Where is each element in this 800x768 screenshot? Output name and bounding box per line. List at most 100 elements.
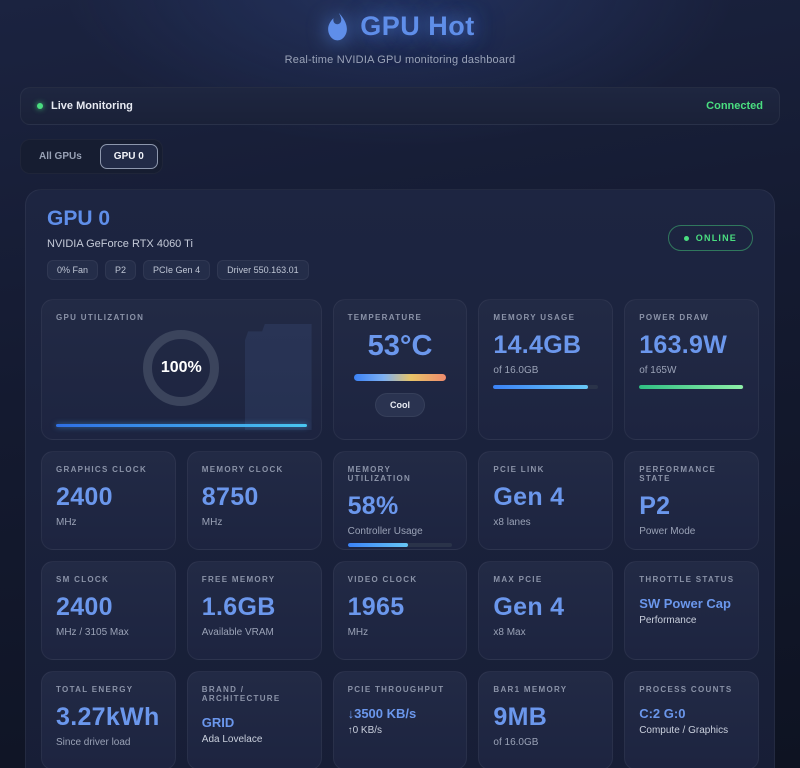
utilization-value: 100% <box>160 359 202 376</box>
driver-badge: Driver 550.163.01 <box>217 260 309 280</box>
sm-clock-value: 2400 <box>56 593 113 621</box>
tab-all-gpus[interactable]: All GPUs <box>25 144 96 169</box>
pcie-throughput-label: PCIE THROUGHPUT <box>347 685 445 694</box>
performance-state-card: PERFORMANCE STATE P2 Power Mode <box>624 451 759 550</box>
performance-state-sub: Power Mode <box>639 526 696 537</box>
free-memory-label: FREE MEMORY <box>201 575 276 584</box>
video-clock-label: VIDEO CLOCK <box>347 575 418 584</box>
metrics-grid: GPU UTILIZATION 100% TEMPERATURE 53°C Co… <box>41 299 759 768</box>
memory-usage-track <box>493 385 599 389</box>
sm-clock-card: SM CLOCK 2400 MHz / 3105 Max <box>41 561 176 660</box>
temperature-status-pill: Cool <box>374 393 425 417</box>
pstate-badge: P2 <box>105 260 137 280</box>
gpu-card-title: GPU 0 <box>47 207 111 230</box>
live-monitoring-label: Live Monitoring <box>51 100 133 112</box>
gpu-utilization-label: GPU UTILIZATION <box>56 313 145 322</box>
total-energy-label: TOTAL ENERGY <box>56 685 134 694</box>
memory-clock-value: 8750 <box>201 483 259 511</box>
throttle-status-value: SW Power Cap <box>639 596 731 611</box>
total-energy-value: 3.27kWh <box>56 703 160 731</box>
max-pcie-sub: x8 Max <box>493 627 526 638</box>
bar1-memory-card: BAR1 MEMORY 9MB of 16.0GB <box>478 671 614 768</box>
bar1-memory-label: BAR1 MEMORY <box>493 685 568 694</box>
total-energy-card: TOTAL ENERGY 3.27kWh Since driver load <box>41 671 176 768</box>
process-counts-sub: Compute / Graphics <box>639 725 729 736</box>
power-draw-value: 163.9W <box>639 331 728 359</box>
utilization-sparkline <box>244 324 312 430</box>
bar1-memory-value: 9MB <box>493 703 548 731</box>
page-subtitle: Real-time NVIDIA GPU monitoring dashboar… <box>284 54 516 66</box>
pcie-throughput-card: PCIE THROUGHPUT ↓3500 KB/s ↑0 KB/s <box>332 671 468 768</box>
max-pcie-value: Gen 4 <box>493 593 565 621</box>
memory-utilization-bar <box>347 543 409 547</box>
utilization-bar <box>56 424 307 427</box>
brand-architecture-card: BRAND / ARCHITECTURE GRID Ada Lovelace <box>186 671 322 768</box>
memory-usage-value: 14.4GB <box>493 331 582 359</box>
memory-usage-bar <box>493 385 588 389</box>
app-header: GPU Hot Real-time NVIDIA GPU monitoring … <box>0 0 800 66</box>
brand-architecture-value: GRID <box>201 715 235 730</box>
graphics-clock-sub: MHz <box>56 517 77 528</box>
gpu-model: NVIDIA GeForce RTX 4060 Ti <box>47 238 193 250</box>
throttle-status-card: THROTTLE STATUS SW Power Cap Performance <box>624 561 759 660</box>
performance-state-label: PERFORMANCE STATE <box>639 465 717 483</box>
power-draw-bar <box>639 385 743 389</box>
power-draw-card: POWER DRAW 163.9W of 165W <box>624 299 759 440</box>
total-energy-sub: Since driver load <box>56 737 131 748</box>
bar1-memory-sub: of 16.0GB <box>493 737 539 748</box>
graphics-clock-label: GRAPHICS CLOCK <box>56 465 148 474</box>
pcie-link-card: PCIE LINK Gen 4 x8 lanes <box>478 451 614 550</box>
sm-clock-sub: MHz / 3105 Max <box>56 627 129 638</box>
max-pcie-label: MAX PCIE <box>493 575 543 584</box>
graphics-clock-card: GRAPHICS CLOCK 2400 MHz <box>41 451 176 550</box>
graphics-clock-value: 2400 <box>56 483 113 511</box>
gpu-tabs: All GPUs GPU 0 <box>20 139 163 174</box>
free-memory-sub: Available VRAM <box>201 627 274 638</box>
memory-utilization-label: MEMORY UTILIZATION <box>347 465 412 483</box>
connection-status: Connected <box>706 100 763 112</box>
power-draw-label: POWER DRAW <box>639 313 710 322</box>
pcie-badge: PCIe Gen 4 <box>143 260 211 280</box>
throttle-status-label: THROTTLE STATUS <box>639 575 735 584</box>
video-clock-card: VIDEO CLOCK 1965 MHz <box>332 561 468 660</box>
sm-clock-label: SM CLOCK <box>56 575 110 584</box>
memory-clock-card: MEMORY CLOCK 8750 MHz <box>186 451 322 550</box>
online-dot-icon <box>683 235 689 241</box>
free-memory-value: 1.6GB <box>201 593 276 621</box>
memory-utilization-value: 58% <box>347 492 399 520</box>
gpu-badges: 0% Fan P2 PCIe Gen 4 Driver 550.163.01 <box>47 260 309 280</box>
process-counts-card: PROCESS COUNTS C:2 G:0 Compute / Graphic… <box>624 671 759 768</box>
brand-architecture-sub: Ada Lovelace <box>201 734 263 745</box>
video-clock-value: 1965 <box>347 593 405 621</box>
live-dot-icon <box>37 103 43 109</box>
memory-clock-sub: MHz <box>201 517 223 528</box>
tab-gpu-0[interactable]: GPU 0 <box>99 144 158 169</box>
page-title: GPU Hot <box>360 11 475 41</box>
gpu-0-card: GPU 0 NVIDIA GeForce RTX 4060 Ti 0% Fan … <box>25 189 775 768</box>
memory-utilization-sub: Controller Usage <box>347 526 423 537</box>
gpu-utilization-card: GPU UTILIZATION 100% <box>41 299 322 440</box>
performance-state-value: P2 <box>639 492 671 520</box>
status-bar: Live Monitoring Connected <box>20 87 780 125</box>
temperature-gradient-bar <box>353 374 447 381</box>
pcie-throughput-rx-value: ↓3500 KB/s <box>347 706 417 721</box>
power-draw-track <box>639 385 744 389</box>
online-status-badge: ONLINE <box>667 225 753 251</box>
temperature-label: TEMPERATURE <box>347 313 423 322</box>
temperature-card: TEMPERATURE 53°C Cool <box>332 299 468 440</box>
memory-clock-label: MEMORY CLOCK <box>201 465 284 474</box>
process-counts-label: PROCESS COUNTS <box>639 685 733 694</box>
brand-architecture-label: BRAND / ARCHITECTURE <box>201 685 281 703</box>
throttle-status-sub: Performance <box>639 615 697 626</box>
power-draw-sub: of 165W <box>639 365 677 376</box>
memory-usage-card: MEMORY USAGE 14.4GB of 16.0GB <box>478 299 614 440</box>
utilization-gauge: 100% <box>143 330 220 406</box>
fan-badge: 0% Fan <box>47 260 99 280</box>
memory-usage-sub: of 16.0GB <box>493 365 539 376</box>
pcie-link-sub: x8 lanes <box>493 517 531 528</box>
memory-utilization-card: MEMORY UTILIZATION 58% Controller Usage <box>332 451 468 550</box>
free-memory-card: FREE MEMORY 1.6GB Available VRAM <box>186 561 322 660</box>
pcie-link-value: Gen 4 <box>493 483 565 511</box>
pcie-throughput-tx-value: ↑0 KB/s <box>347 725 383 736</box>
